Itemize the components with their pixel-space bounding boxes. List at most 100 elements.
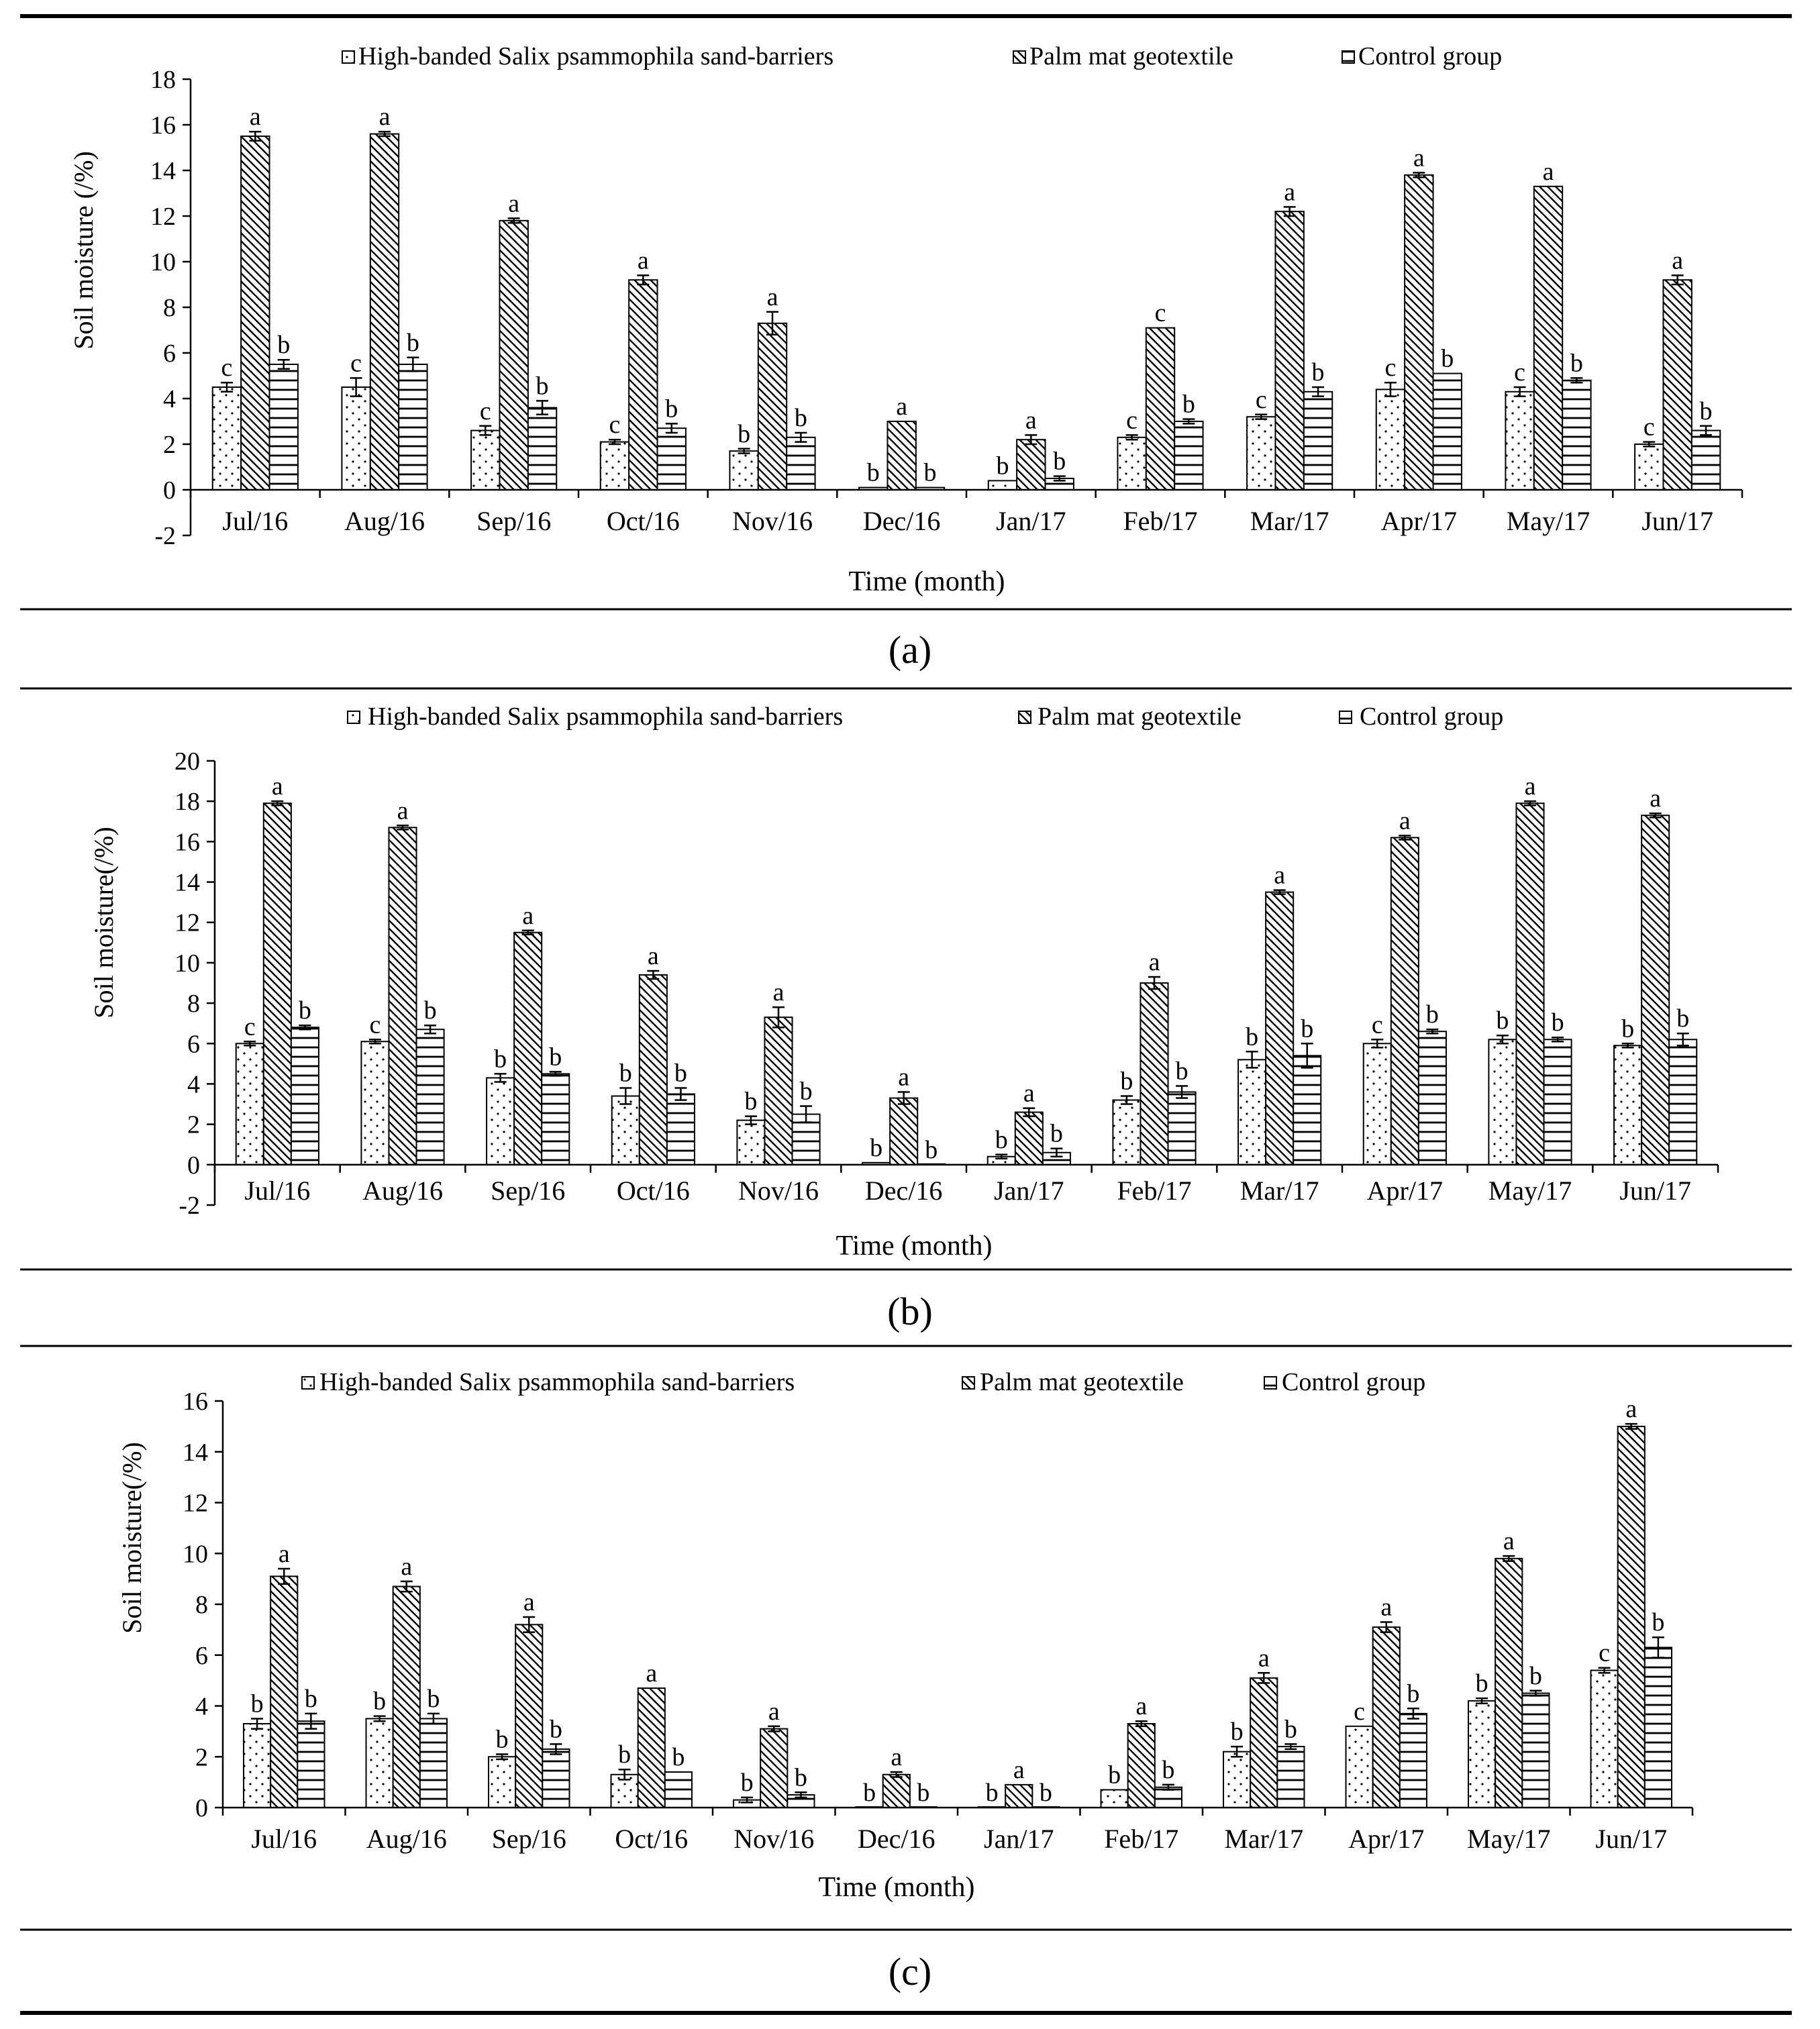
y-tick-label: 12 — [150, 203, 176, 231]
bar-salix — [365, 1718, 394, 1808]
y-tick-label: 2 — [195, 1743, 208, 1771]
x-tick-label: Sep/16 — [491, 1176, 565, 1206]
bar-palm — [628, 279, 658, 490]
bar-palm — [887, 421, 917, 490]
significance-label: b — [1676, 1004, 1689, 1033]
significance-label: b — [550, 1715, 562, 1743]
bar-palm — [270, 1575, 299, 1808]
significance-label: b — [1301, 1014, 1313, 1043]
x-tick-label: Nov/16 — [738, 1176, 819, 1206]
bar-salix — [1505, 391, 1535, 490]
significance-label: b — [305, 1685, 317, 1713]
y-axis: 0 2 4 6 8 10 12 14 16 — [183, 1388, 224, 1822]
significance-label: c — [369, 1010, 381, 1039]
x-tick-label: Dec/16 — [863, 506, 941, 536]
significance-label: b — [1312, 358, 1325, 386]
significance-label: c — [1354, 1698, 1365, 1726]
bar-control — [1668, 1039, 1698, 1165]
y-tick-label: -2 — [179, 1192, 200, 1220]
legend-label-palm: Palm mat geotextile — [980, 1368, 1184, 1396]
y-tick-label: 6 — [187, 1030, 200, 1058]
bar-palm — [1641, 815, 1670, 1165]
bar-control — [1303, 391, 1333, 490]
bar-palm — [1515, 802, 1545, 1165]
significance-label: c — [1126, 406, 1138, 434]
bar-salix — [1246, 416, 1276, 491]
bar-palm — [240, 136, 270, 490]
significance-label: b — [738, 420, 750, 448]
bar-control — [1432, 372, 1462, 490]
x-tick-label: May/17 — [1507, 506, 1590, 536]
bar-palm — [369, 133, 400, 491]
x-tick-label: Aug/16 — [344, 506, 425, 536]
bar-palm — [1533, 185, 1564, 490]
y-tick-label: 8 — [187, 990, 200, 1018]
legend-label-salix: High-banded Salix psammophila sand-barri… — [368, 703, 843, 731]
significance-label: c — [609, 411, 621, 439]
significance-label: b — [800, 1078, 813, 1106]
legend-swatch-control — [1342, 50, 1355, 64]
significance-label: b — [1476, 1669, 1488, 1698]
y-axis-title: Soil moisture(/%) — [117, 1442, 147, 1634]
y-tick-label: 14 — [183, 1439, 208, 1467]
significance-label: a — [508, 189, 519, 217]
significance-label: b — [795, 1763, 807, 1791]
significance-label: c — [1372, 1010, 1383, 1039]
significance-label: a — [1025, 406, 1037, 434]
y-tick-label: 0 — [187, 1151, 200, 1180]
legend-swatch-palm — [1018, 711, 1031, 724]
significance-label: a — [646, 1659, 657, 1687]
significance-label: b — [986, 1779, 999, 1807]
bar-palm — [1495, 1557, 1523, 1808]
significance-label: a — [1274, 862, 1285, 890]
significance-label: a — [1149, 948, 1160, 976]
x-tick-label: Apr/17 — [1381, 506, 1457, 536]
significance-label: c — [480, 397, 491, 425]
significance-label: b — [1053, 448, 1066, 476]
significance-label: b — [536, 372, 549, 400]
bar-palm — [1014, 1111, 1044, 1165]
bar-palm — [1372, 1626, 1401, 1808]
x-tick-label: Aug/16 — [362, 1176, 443, 1206]
significance-label: b — [251, 1689, 264, 1718]
significance-label: b — [619, 1059, 632, 1087]
y-tick-label: 8 — [195, 1591, 208, 1619]
bar-palm — [1016, 439, 1046, 491]
bar-control — [415, 1029, 445, 1165]
significance-label: b — [1552, 1008, 1564, 1037]
bar-salix — [599, 441, 630, 490]
y-tick-label: 6 — [163, 340, 176, 368]
significance-label: b — [407, 329, 419, 357]
significance-label: b — [1176, 1057, 1189, 1085]
legend: High-banded Salix psammophila sand-barri… — [347, 703, 1503, 731]
significance-label: a — [1135, 1692, 1147, 1720]
significance-label: b — [1040, 1779, 1052, 1807]
bar-salix — [736, 1119, 766, 1165]
bar-salix — [1345, 1725, 1374, 1809]
bar-palm — [882, 1773, 911, 1808]
bar-palm — [513, 931, 543, 1165]
significance-label: a — [397, 796, 409, 825]
bar-palm — [1265, 891, 1295, 1165]
significance-label: b — [1652, 1608, 1664, 1636]
bar-control — [268, 364, 299, 490]
y-tick-label: 16 — [183, 1388, 208, 1416]
significance-label: a — [1013, 1756, 1025, 1784]
significance-label: a — [1399, 807, 1411, 835]
bar-control — [398, 364, 428, 490]
significance-label: b — [1700, 397, 1713, 425]
bar-palm — [760, 1728, 789, 1808]
bar-palm — [1404, 174, 1434, 490]
significance-label: c — [1256, 386, 1267, 414]
x-tick-label: Jul/16 — [244, 1176, 310, 1206]
bar-salix — [1613, 1045, 1643, 1165]
panel-label: (a) — [889, 628, 931, 672]
significance-label: a — [1380, 1594, 1392, 1622]
bar-control — [290, 1027, 319, 1165]
significance-label: c — [350, 349, 362, 377]
bar-palm — [1274, 211, 1305, 490]
bar-control — [527, 407, 558, 490]
y-tick-label: 18 — [174, 788, 200, 816]
